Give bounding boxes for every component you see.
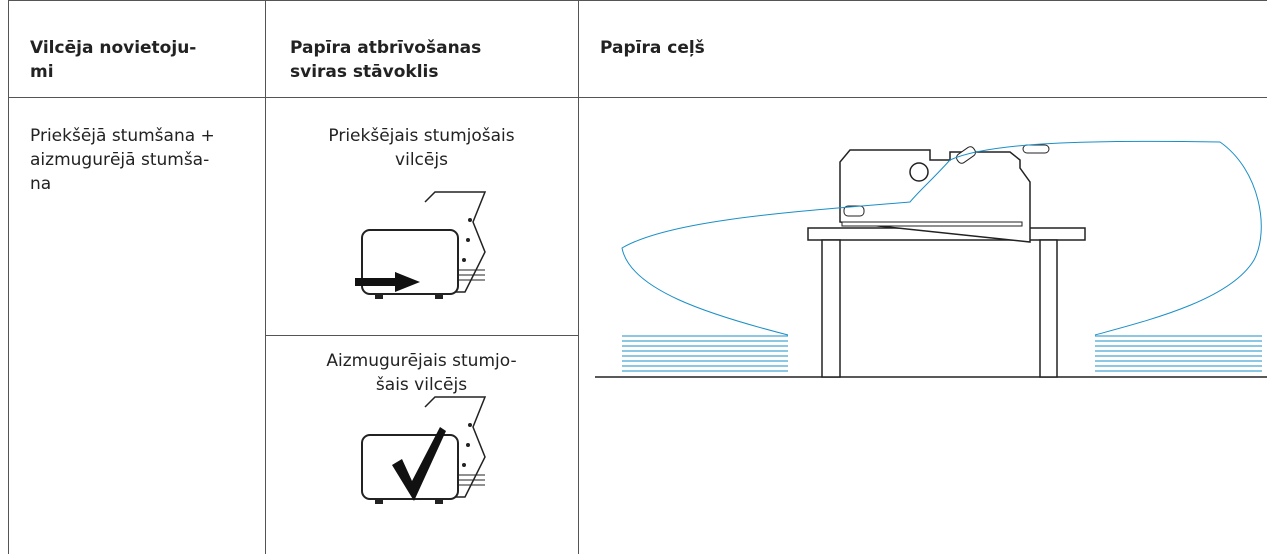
- header-cell: Vilcēja novietoju- mi: [30, 38, 197, 82]
- rule: [578, 0, 579, 554]
- header-cell: Papīra ceļš: [600, 38, 705, 58]
- header-cell: Papīra atbrīvošanas sviras stāvoklis: [290, 38, 482, 82]
- lever-cell: Aizmugurējais stumjo- šais vilcējs: [326, 351, 517, 395]
- paper-path-diagram: [595, 140, 1267, 378]
- rule: [265, 0, 266, 554]
- lever-cell: Priekšējais stumjošais vilcējs: [328, 126, 515, 170]
- position-cell: Priekšējā stumšana + aizmugurējā stumša-…: [30, 126, 215, 194]
- rule: [265, 335, 578, 336]
- rule: [8, 97, 1267, 98]
- rear-push-icon: [361, 396, 487, 504]
- rule: [8, 0, 9, 554]
- rule: [8, 0, 1267, 1]
- front-push-icon: [355, 191, 487, 299]
